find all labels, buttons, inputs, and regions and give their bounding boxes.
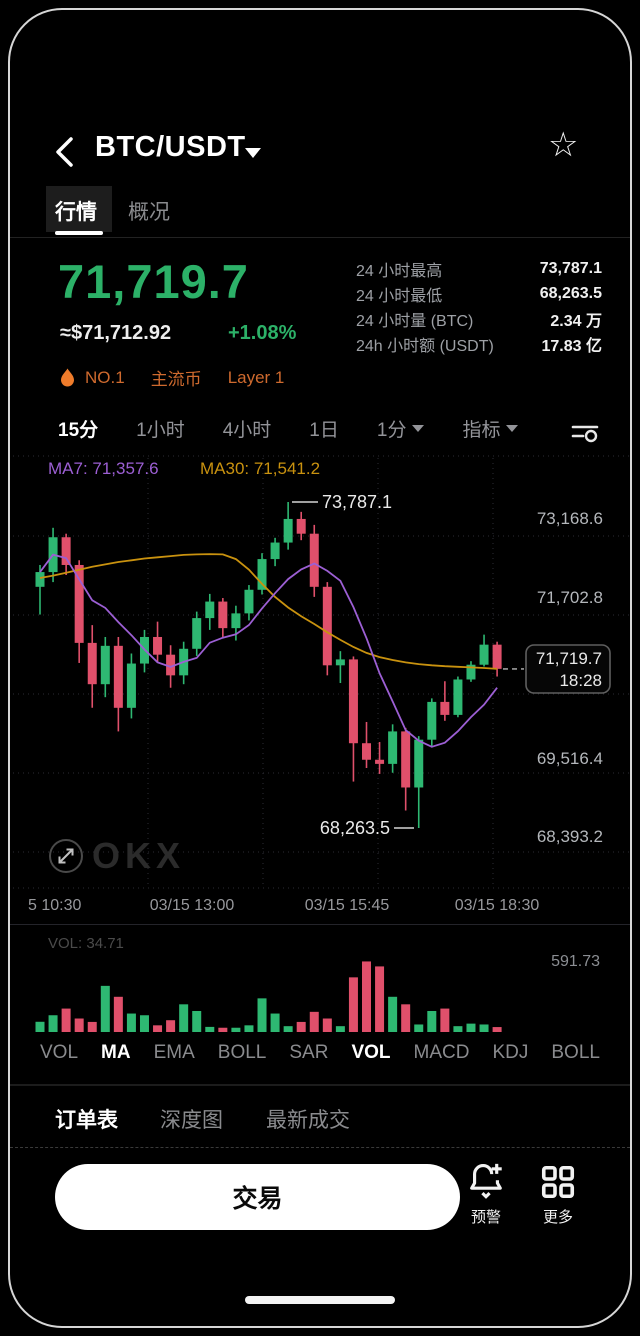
stat-label: 24 小时量 (BTC) [356, 312, 474, 330]
stat-value: 68,263.5 [539, 284, 602, 302]
tag-mainstream: 主流币 [150, 370, 202, 389]
ma30-label: MA30: 71,541.2 [200, 459, 320, 478]
stat-label: 24 小时最高 [356, 262, 443, 280]
x-tick: 03/15 18:30 [454, 897, 540, 914]
low-annotation: 68,263.5 [320, 818, 390, 838]
indicator-macd[interactable]: MACD [413, 1042, 470, 1063]
okx-watermark: OKX [92, 835, 185, 876]
volume-bars [35, 961, 502, 1032]
more-button[interactable]: 更多 [540, 1163, 576, 1227]
timeframe-1d[interactable]: 1日 [309, 420, 339, 441]
timeframe-15m[interactable]: 15分 [58, 420, 99, 441]
volume-label: VOL: 34.71 [48, 935, 124, 952]
expand-arrows-icon [58, 848, 74, 864]
home-indicator [245, 1296, 395, 1304]
timeframe-bar: 15分 1小时 4小时 1日 1分 指标 [58, 415, 598, 442]
chevron-down-icon [412, 425, 425, 432]
period-dropdown[interactable]: 1分 [377, 415, 425, 442]
indicator-ma[interactable]: MA [101, 1042, 131, 1063]
alert-label: 预警 [470, 1209, 501, 1226]
stat-value: 17.83 亿 [541, 337, 603, 355]
y-tick: 73,168.6 [537, 509, 603, 528]
indicator-boll2[interactable]: BOLL [551, 1042, 600, 1063]
tag-rank: NO.1 [85, 367, 125, 387]
divider [10, 924, 630, 925]
divider [10, 1147, 630, 1148]
y-tick: 68,393.2 [537, 827, 603, 846]
bell-plus-icon [470, 1163, 502, 1199]
tab-depth[interactable]: 深度图 [160, 1109, 223, 1132]
tab-quotes[interactable]: 行情 [55, 201, 97, 224]
indicator-tab-bar: VOL MA EMA BOLL SAR VOL MACD KDJ BOLL [10, 1042, 630, 1064]
tab-overview[interactable]: 概况 [128, 201, 170, 224]
chart-settings-icon[interactable] [570, 420, 600, 446]
tab-latest-trades[interactable]: 最新成交 [266, 1109, 350, 1132]
indicator-boll[interactable]: BOLL [217, 1042, 267, 1063]
more-label: 更多 [542, 1209, 573, 1226]
indicator-sar[interactable]: SAR [289, 1042, 329, 1063]
timeframe-4h[interactable]: 4小时 [222, 420, 272, 441]
y-tick: 71,702.8 [537, 588, 603, 607]
fiat-price: ≈$71,712.92 [60, 322, 172, 344]
phone-frame: BTC/USDT ☆ 行情 概况 71,719.7 ≈$71,712.92 +1… [8, 8, 632, 1328]
stats-panel: 24 小时最高 73,787.1 24 小时最低 68,263.5 24 小时量 (… [356, 256, 602, 356]
tab-highlight [46, 186, 112, 232]
volume-panel[interactable]: VOL: 34.71 591.73 [8, 928, 632, 1040]
badge-price: 71,719.7 [536, 649, 602, 668]
ma-lines [39, 553, 498, 748]
badge-time: 18:28 [559, 671, 602, 690]
app-screen: BTC/USDT ☆ 行情 概况 71,719.7 ≈$71,712.92 +1… [8, 10, 632, 1326]
indicator-vol2[interactable]: VOL [351, 1042, 391, 1063]
stat-label: 24 小时最低 [356, 287, 443, 305]
grid-icon [541, 1165, 575, 1199]
candlestick-chart[interactable]: MA7: 71,357.6 MA30: 71,541.2 73,787.1 68… [8, 450, 632, 894]
last-price: 71,719.7 [58, 255, 249, 308]
divider [10, 237, 630, 238]
symbol-title[interactable]: BTC/USDT [95, 131, 246, 163]
chevron-down-icon[interactable] [245, 148, 261, 158]
active-tab-underline [55, 231, 103, 235]
divider [10, 1084, 630, 1086]
x-tick: 03/15 15:45 [304, 897, 390, 914]
timeframe-1h[interactable]: 1小时 [136, 420, 185, 441]
last-price-badge [525, 644, 611, 694]
tag-layer1: Layer 1 [227, 367, 285, 387]
chevron-down-icon [506, 425, 519, 432]
tab-order-book[interactable]: 订单表 [55, 1109, 118, 1132]
x-tick: 5 10:30 [28, 897, 82, 914]
x-axis: 5 10:30 03/15 13:00 03/15 15:45 03/15 18… [10, 893, 630, 921]
chart-grid [10, 455, 630, 889]
expand-chart-button[interactable] [49, 839, 83, 873]
indicator-ema[interactable]: EMA [153, 1042, 195, 1063]
trade-button[interactable]: 交易 [55, 1164, 460, 1230]
stat-label: 24h 小时额 (USDT) [356, 337, 494, 355]
flame-icon [61, 368, 74, 387]
back-icon[interactable] [52, 136, 78, 168]
favorite-star-icon[interactable]: ☆ [548, 126, 579, 164]
alert-button[interactable]: 预警 [466, 1161, 506, 1227]
indicator-dropdown[interactable]: 指标 [462, 415, 519, 442]
tag-row: NO.1 主流币 Layer 1 [60, 365, 300, 390]
stat-value: 73,787.1 [539, 259, 602, 277]
price-change: +1.08% [228, 322, 297, 344]
indicator-vol[interactable]: VOL [40, 1042, 79, 1063]
indicator-kdj[interactable]: KDJ [492, 1042, 529, 1063]
volume-axis-max: 591.73 [551, 953, 600, 970]
x-tick: 03/15 13:00 [149, 897, 235, 914]
high-annotation: 73,787.1 [322, 492, 392, 512]
stat-value: 2.34 万 [550, 312, 602, 330]
ma7-label: MA7: 71,357.6 [48, 459, 159, 478]
y-tick: 69,516.4 [537, 749, 603, 768]
